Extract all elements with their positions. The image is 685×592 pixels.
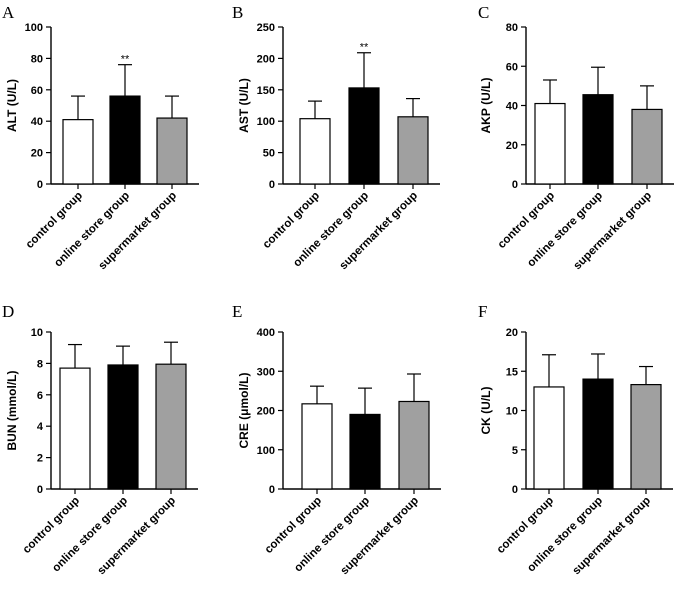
panel-f-ytick-label: 20	[506, 327, 518, 339]
panel-e-ytick-label: 0	[269, 484, 275, 496]
panel-b-bar-online-store	[348, 87, 380, 185]
panel-c-ytick-label: 0	[512, 179, 518, 191]
panel-d-ytick-label: 6	[37, 390, 43, 402]
panel-a-ytick-label: 60	[31, 85, 43, 97]
panel-b-ytick-label: 50	[263, 148, 275, 160]
panel-f-ytick-label: 10	[506, 406, 518, 418]
panel-e-ytick-label: 300	[257, 366, 275, 378]
panel-f-ytick-label: 15	[506, 366, 518, 378]
panel-f-bar-supermarket	[630, 383, 662, 490]
panel-d-ytick-label: 8	[37, 358, 43, 370]
panel-c-ytick-label: 80	[506, 22, 518, 34]
panel-b-ytick-label: 250	[257, 22, 275, 34]
panel-b-ytick-label: 0	[269, 179, 275, 191]
panel-f-letter: F	[478, 302, 487, 321]
panel-d-ytick-label: 2	[37, 453, 43, 465]
panel-c-ytick-label: 40	[506, 101, 518, 113]
panel-a-ytick-label: 20	[31, 148, 43, 160]
panel-a-bar-online-store	[109, 95, 141, 185]
panel-a-ytick-label: 100	[25, 22, 43, 34]
panel-b-letter: B	[232, 3, 243, 22]
panel-e-bar-supermarket	[398, 400, 430, 490]
panel-d-bar-supermarket	[155, 363, 187, 490]
panel-c-bar-supermarket	[631, 108, 663, 185]
panel-b-ytick-label: 200	[257, 53, 275, 65]
panel-d-ylabel: BUN (mmol/L)	[5, 371, 19, 451]
panel-e-ytick-label: 100	[257, 445, 275, 457]
panel-e-bar-online-store	[349, 413, 381, 490]
panel-a-ytick-label: 80	[31, 53, 43, 65]
panel-f-ylabel: CK (U/L)	[479, 387, 493, 435]
panel-d-bar-control	[59, 367, 91, 490]
panel-d-letter: D	[2, 302, 14, 321]
panel-a-xtick-label-supermarket: supermarket group	[97, 190, 180, 273]
panel-c-ytick-label: 20	[506, 140, 518, 152]
panel-a-bar-supermarket	[156, 117, 188, 185]
panel-c-ytick-label: 60	[506, 61, 518, 73]
panel-a-bar-control	[62, 119, 94, 185]
panel-e-bar-control	[301, 403, 333, 490]
panel-e-ytick-label: 200	[257, 406, 275, 418]
panel-b-ytick-label: 150	[257, 85, 275, 97]
panel-d-ytick-label: 10	[31, 327, 43, 339]
panel-b-bar-supermarket	[397, 116, 429, 185]
panel-a-ytick-label: 40	[31, 116, 43, 128]
panel-f-bar-control	[533, 386, 565, 490]
panel-a-significance-online-store: **	[121, 54, 130, 66]
panel-c-letter: C	[478, 3, 489, 22]
panel-f-bar-online-store	[582, 378, 614, 490]
panel-a-letter: A	[2, 3, 15, 22]
panel-b-ytick-label: 100	[257, 116, 275, 128]
panel-a-ytick-label: 0	[37, 179, 43, 191]
panel-d-ytick-label: 4	[37, 421, 44, 433]
panel-b-significance-online-store: **	[360, 42, 369, 54]
panel-e-letter: E	[232, 302, 242, 321]
panel-d-ytick-label: 0	[37, 484, 43, 496]
panel-f-ytick-label: 5	[512, 445, 518, 457]
panel-e-ylabel: CRE (μmol/L)	[237, 372, 251, 448]
panel-b-ylabel: AST (U/L)	[237, 78, 251, 133]
panel-c-bar-online-store	[582, 94, 614, 185]
panel-a-ylabel: ALT (U/L)	[5, 79, 19, 132]
panel-d-bar-online-store	[107, 364, 139, 490]
panel-e-ytick-label: 400	[257, 327, 275, 339]
panel-c-bar-control	[534, 102, 566, 185]
panel-b-bar-control	[299, 118, 331, 185]
panel-c-ylabel: AKP (U/L)	[479, 78, 493, 134]
panel-f-ytick-label: 0	[512, 484, 518, 496]
